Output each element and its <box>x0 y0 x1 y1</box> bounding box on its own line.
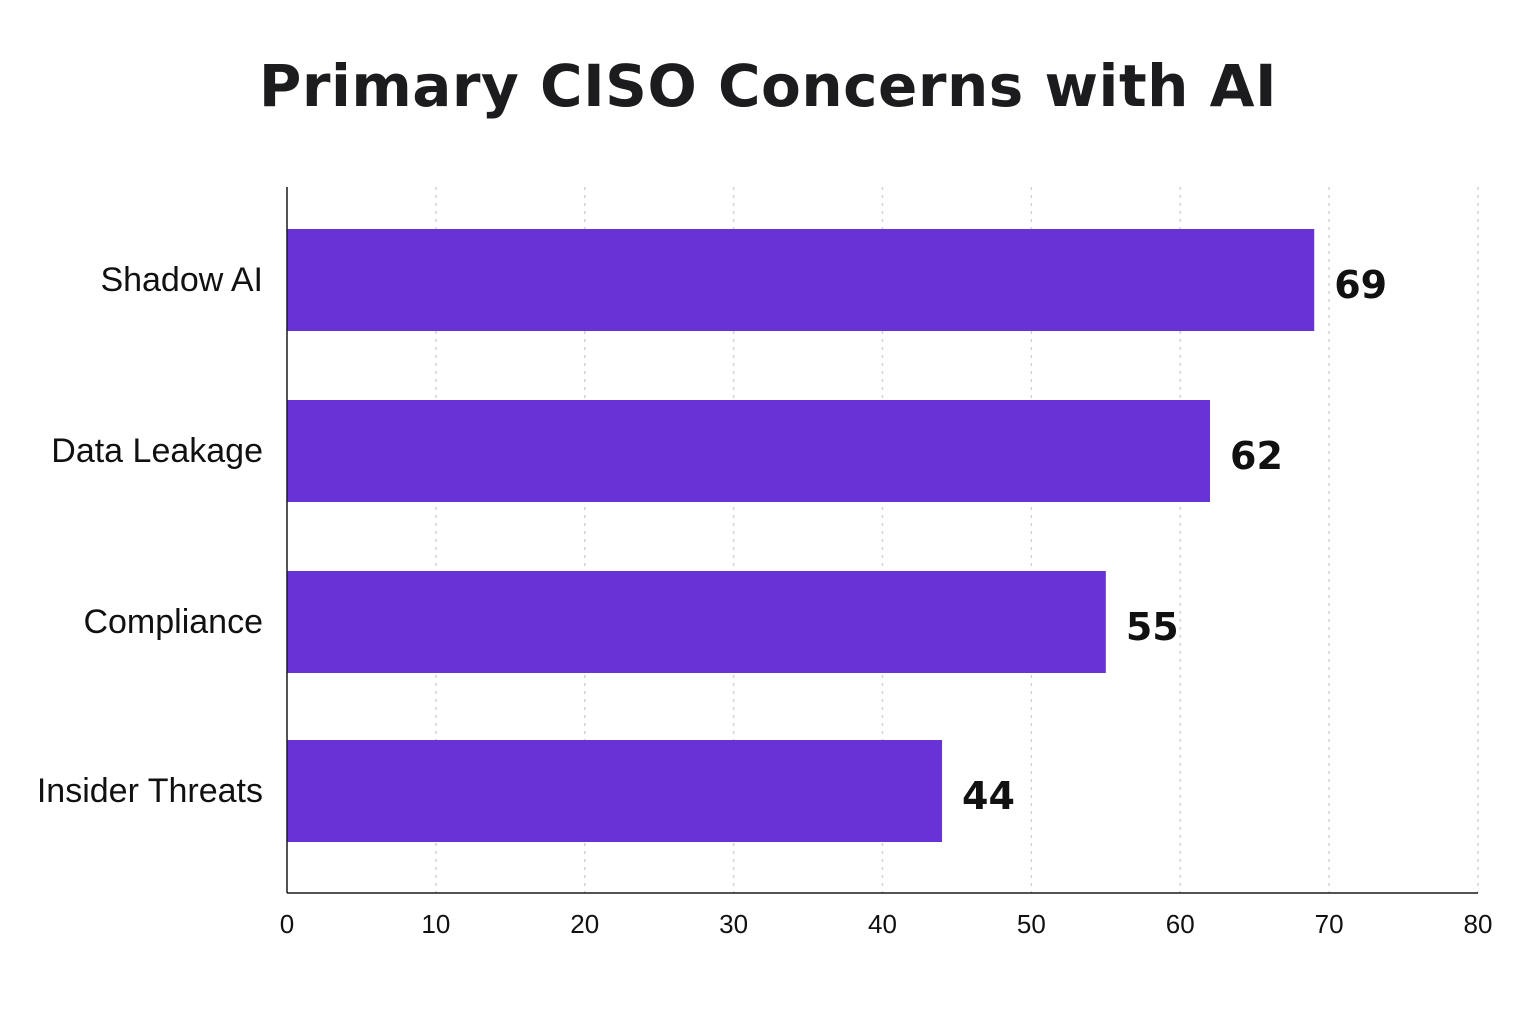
x-tick-label: 20 <box>570 909 599 939</box>
category-label: Compliance <box>83 603 263 641</box>
bar <box>287 571 1106 673</box>
x-tick-label: 60 <box>1166 909 1195 939</box>
category-label: Data Leakage <box>51 432 263 470</box>
x-tick-label: 70 <box>1315 909 1344 939</box>
x-tick-label: 50 <box>1017 909 1046 939</box>
x-tick-label: 30 <box>719 909 748 939</box>
category-label: Shadow AI <box>100 261 263 299</box>
x-tick-label: 10 <box>421 909 450 939</box>
bar <box>287 400 1211 502</box>
chart-title: Primary CISO Concerns with AI <box>258 52 1278 120</box>
data-label: 55 <box>1126 605 1179 649</box>
x-tick-label: 0 <box>280 909 294 939</box>
axes-layer <box>286 187 1478 894</box>
x-tick-label: 80 <box>1464 909 1493 939</box>
grid-layer <box>435 187 1479 893</box>
category-label: Insider Threats <box>37 772 263 810</box>
ticks-layer: 0 10 20 30 40 50 60 70 80 <box>280 909 1493 939</box>
bar <box>287 740 943 842</box>
x-tick-label: 40 <box>868 909 897 939</box>
data-label: 44 <box>962 774 1015 818</box>
bars-layer <box>287 229 1315 842</box>
bar <box>287 229 1315 331</box>
data-label: 62 <box>1230 434 1283 478</box>
labels-layer: Shadow AI 69 Data Leakage 62 Compliance 55 Ins… <box>37 261 1387 818</box>
data-label: 69 <box>1334 263 1387 307</box>
